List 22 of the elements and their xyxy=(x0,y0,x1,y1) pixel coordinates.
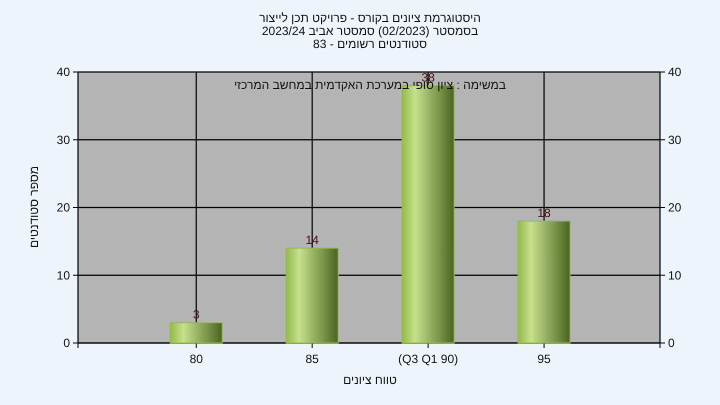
x-tick-label: 85 xyxy=(306,352,320,366)
x-tick-label: 95 xyxy=(537,352,552,366)
x-tick-label: 80 xyxy=(190,352,204,366)
text: סטודנטים רשומים - 83 xyxy=(313,37,428,51)
x-axis-title: טווח ציונים xyxy=(343,373,398,387)
bar xyxy=(170,322,223,344)
x-tick-label: (Q3 Q1 90) xyxy=(398,352,458,366)
y2-tick-label: 0 xyxy=(668,336,675,350)
y2-tick-label: 10 xyxy=(668,268,682,282)
y-tick-label: 0 xyxy=(63,336,70,350)
y-tick-label: 20 xyxy=(56,200,70,214)
y-tick-label: 30 xyxy=(56,132,70,147)
y-tick-label: 40 xyxy=(56,65,70,79)
y-tick-label: 10 xyxy=(56,268,70,282)
bar xyxy=(286,248,339,344)
y-axis-title: מספר סטודנטים xyxy=(27,166,41,248)
chart-title: היסטוגרמת ציונים בקורס - פרויקט תכן לייצור xyxy=(259,11,481,25)
y2-tick-label: 40 xyxy=(668,65,682,79)
bar xyxy=(518,220,571,344)
y2-tick-label: 30 xyxy=(668,132,682,147)
y2-tick-label: 20 xyxy=(668,200,682,214)
chart-subtitle: בסמסטר (02/2023) סמסטר אביב 2023/24 xyxy=(262,24,478,38)
